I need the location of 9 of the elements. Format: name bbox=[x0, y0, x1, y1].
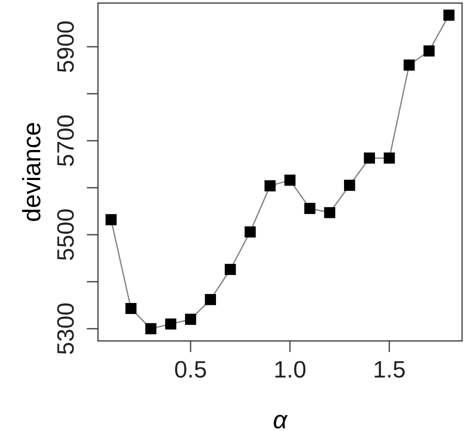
y-axis-title: deviance bbox=[22, 123, 40, 221]
x-tick-label: 1.0 bbox=[275, 360, 306, 378]
x-tick-label: 1.5 bbox=[374, 361, 405, 378]
y-tick-label: 5900 bbox=[57, 21, 74, 72]
x-axis-title: α bbox=[274, 414, 288, 429]
x-tick-label: 0.5 bbox=[175, 360, 206, 378]
y-tick-label: 5500 bbox=[57, 209, 74, 260]
y-tick-label: 5300 bbox=[57, 303, 74, 354]
y-tick-label: 5700 bbox=[57, 115, 74, 166]
